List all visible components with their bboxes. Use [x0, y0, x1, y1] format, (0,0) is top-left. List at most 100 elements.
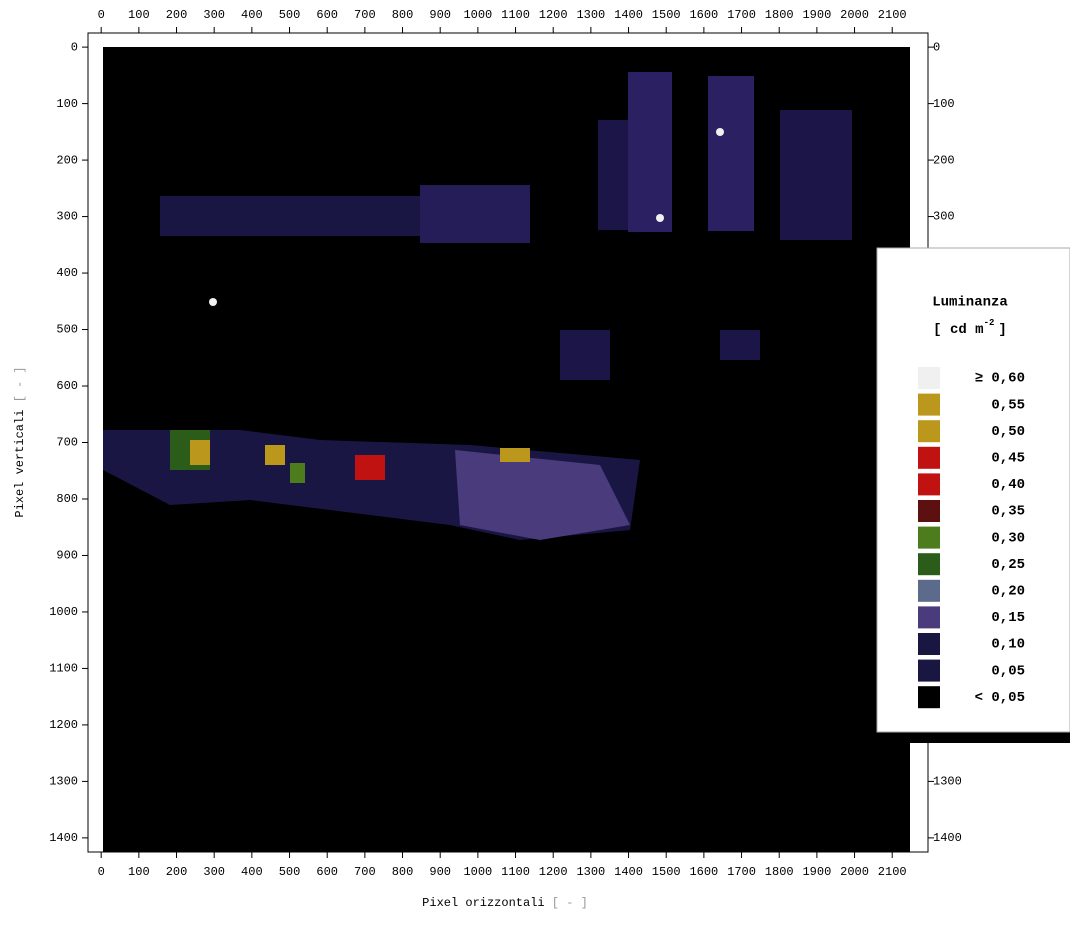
legend-swatch: [918, 473, 940, 496]
legend-swatch: [918, 367, 940, 389]
y-axis-title: Pixel verticali [ - ]: [13, 366, 27, 517]
y-tick-label: 300: [56, 210, 78, 224]
y-tick-label: 1300: [49, 775, 78, 789]
y-tick-label: 0: [71, 40, 78, 54]
y-tick-label: 1100: [49, 662, 78, 676]
x-tick-label-top: 1200: [539, 8, 568, 22]
legend-swatch: [918, 553, 940, 576]
x-tick-label-top: 1500: [652, 8, 681, 22]
x-tick-label-top: 2000: [840, 8, 869, 22]
x-tick-label: 800: [392, 865, 414, 879]
legend-label: 0,55: [991, 397, 1025, 413]
y-tick-label-right: 1400: [933, 831, 962, 845]
x-tick-label: 1500: [652, 865, 681, 879]
x-tick-label: 700: [354, 865, 376, 879]
luminance-image: [103, 47, 910, 852]
legend-label: < 0,05: [975, 690, 1025, 706]
legend-label: 0,35: [991, 504, 1025, 520]
x-tick-label-top: 700: [354, 8, 376, 22]
legend-label: 0,15: [991, 610, 1025, 626]
legend-swatch: [918, 526, 940, 549]
x-tick-label: 1700: [727, 865, 756, 879]
legend-unit-close: ]: [998, 322, 1006, 338]
x-tick-label: 300: [203, 865, 225, 879]
x-tick-label-top: 1800: [765, 8, 794, 22]
x-tick-label: 2100: [878, 865, 907, 879]
x-tick-label-top: 1300: [576, 8, 605, 22]
x-tick-label: 1100: [501, 865, 530, 879]
legend-swatch: [918, 420, 940, 443]
x-tick-label: 1600: [689, 865, 718, 879]
x-tick-label-top: 1700: [727, 8, 756, 22]
y-tick-label-right: 100: [933, 97, 955, 111]
x-tick-label: 1400: [614, 865, 643, 879]
legend-swatch: [918, 393, 940, 416]
x-tick-label-top: 1400: [614, 8, 643, 22]
legend-swatch: [918, 659, 940, 682]
x-tick-label: 1000: [463, 865, 492, 879]
legend-label: 0,45: [991, 451, 1025, 467]
x-tick-label-top: 600: [316, 8, 338, 22]
x-tick-label: 0: [98, 865, 105, 879]
x-tick-label-top: 100: [128, 8, 150, 22]
legend-label: 0,20: [991, 584, 1025, 600]
y-tick-label: 1400: [49, 831, 78, 845]
legend-swatch: [918, 633, 940, 655]
x-tick-label-top: 1600: [689, 8, 718, 22]
y-tick-label: 800: [56, 492, 78, 506]
legend-title: Luminanza: [932, 295, 1008, 311]
x-axis-label: Pixel orizzontali: [422, 896, 544, 910]
x-tick-label-top: 900: [429, 8, 451, 22]
y-tick-label: 100: [56, 97, 78, 111]
x-tick-label-top: 400: [241, 8, 263, 22]
x-tick-label: 1800: [765, 865, 794, 879]
y-tick-label-right: 1300: [933, 775, 962, 789]
legend-label: 0,30: [991, 530, 1025, 546]
y-tick-label: 400: [56, 266, 78, 280]
legend-label: 0,40: [991, 477, 1025, 493]
y-tick-label-right: 200: [933, 153, 955, 167]
x-tick-label-top: 1100: [501, 8, 530, 22]
x-tick-label-top: 1900: [802, 8, 831, 22]
legend-swatch: [918, 500, 940, 522]
x-tick-label: 200: [166, 865, 188, 879]
legend-swatch: [918, 686, 940, 709]
legend-label: ≥ 0,60: [975, 371, 1025, 387]
legend-label: 0,05: [991, 663, 1025, 679]
x-tick-label: 100: [128, 865, 150, 879]
x-tick-label-top: 200: [166, 8, 188, 22]
y-axis-unit: [ - ]: [13, 366, 27, 402]
y-tick-label: 200: [56, 153, 78, 167]
x-tick-label: 1900: [802, 865, 831, 879]
legend-swatch: [918, 446, 940, 469]
y-tick-label: 1000: [49, 605, 78, 619]
legend-unit: [ cd m-2]: [933, 318, 1007, 337]
x-tick-label: 500: [279, 865, 301, 879]
y-tick-label: 900: [56, 549, 78, 563]
legend-unit-exponent: -2: [984, 318, 995, 328]
x-tick-label: 1300: [576, 865, 605, 879]
x-tick-label: 2000: [840, 865, 869, 879]
x-tick-label: 1200: [539, 865, 568, 879]
legend-label: 0,50: [991, 424, 1025, 440]
x-axis-unit: [ - ]: [552, 896, 588, 910]
legend-swatch: [918, 579, 940, 602]
x-axis-title: Pixel orizzontali [ - ]: [422, 896, 588, 910]
legend-swatch: [918, 606, 940, 629]
legend: Luminanza [ cd m-2] ≥ 0,60 0,55 0,50 0,45 0,…: [876, 247, 1070, 743]
y-tick-label: 1200: [49, 718, 78, 732]
x-tick-label-top: 800: [392, 8, 414, 22]
legend-unit-open: [ cd m: [933, 322, 983, 338]
y-tick-label: 600: [56, 379, 78, 393]
y-tick-label-right: 0: [933, 40, 940, 54]
x-tick-label: 400: [241, 865, 263, 879]
x-tick-label-top: 1000: [463, 8, 492, 22]
x-tick-label-top: 500: [279, 8, 301, 22]
legend-label: 0,25: [991, 557, 1025, 573]
x-tick-label-top: 300: [203, 8, 225, 22]
y-axis-label: Pixel verticali: [13, 410, 27, 518]
y-tick-label-right: 300: [933, 210, 955, 224]
x-tick-label-top: 0: [98, 8, 105, 22]
x-tick-label: 600: [316, 865, 338, 879]
